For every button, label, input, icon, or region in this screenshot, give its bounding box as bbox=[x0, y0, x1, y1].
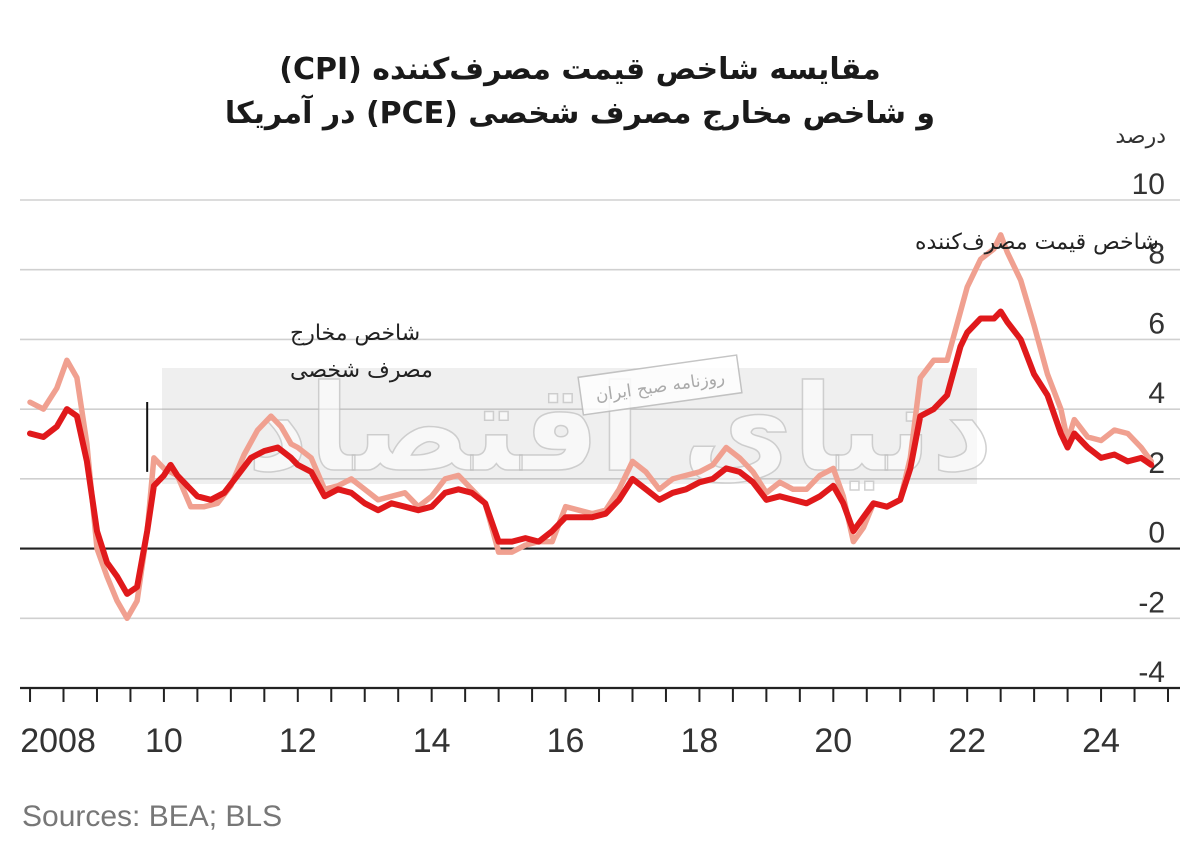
x-tick-label: 12 bbox=[279, 722, 317, 760]
chart-title-line-2: و شاخص مخارج مصرف شخصی (PCE) در آمریکا bbox=[224, 96, 936, 131]
y-axis-unit-label: درصد bbox=[1115, 124, 1166, 149]
cpi-series-label: شاخص قیمت مصرف‌کننده bbox=[915, 230, 1159, 255]
y-tick-label: -4 bbox=[1138, 656, 1165, 689]
y-tick-label: 10 bbox=[1132, 168, 1165, 201]
annotations: شاخص قیمت مصرف‌کننده شاخص مخارج مصرف شخص… bbox=[146, 230, 1159, 472]
y-tick-label: -2 bbox=[1138, 586, 1165, 619]
series-layer bbox=[27, 232, 1155, 622]
x-tick-label: 2008 bbox=[20, 722, 96, 760]
watermark: دنیای اقتصاد روزنامه صبح ایران bbox=[162, 354, 994, 500]
source-note: Sources: BEA; BLS bbox=[22, 800, 283, 833]
y-tick-label: 2 bbox=[1148, 447, 1165, 480]
watermark-tag bbox=[577, 354, 743, 416]
x-tick-label: 20 bbox=[814, 722, 852, 760]
chart-title: مقایسه شاخص قیمت مصرف‌کننده (CPI) و شاخص… bbox=[180, 48, 980, 136]
x-tick-label: 16 bbox=[547, 722, 585, 760]
y-tick-label: 6 bbox=[1148, 307, 1165, 340]
x-tick-label: 14 bbox=[413, 722, 451, 760]
y-tick-label: 8 bbox=[1148, 238, 1165, 271]
pce-series-line bbox=[27, 308, 1155, 597]
pce-series-label-line-1: شاخص مخارج bbox=[290, 321, 420, 346]
x-axis: 2008 10 12 14 16 18 20 22 24 bbox=[20, 686, 1180, 760]
y-tick-label: 4 bbox=[1148, 377, 1165, 410]
pce-series-label-line-2: مصرف شخصی bbox=[290, 358, 433, 383]
x-tick-label: 10 bbox=[145, 722, 183, 760]
x-tick-label: 22 bbox=[948, 722, 986, 760]
cpi-series-line bbox=[27, 232, 1155, 622]
y-tick-label: 0 bbox=[1148, 517, 1165, 550]
chart-title-line-1: مقایسه شاخص قیمت مصرف‌کننده (CPI) bbox=[279, 52, 881, 87]
x-tick-label: 24 bbox=[1082, 722, 1120, 760]
x-tick-label: 18 bbox=[681, 722, 719, 760]
